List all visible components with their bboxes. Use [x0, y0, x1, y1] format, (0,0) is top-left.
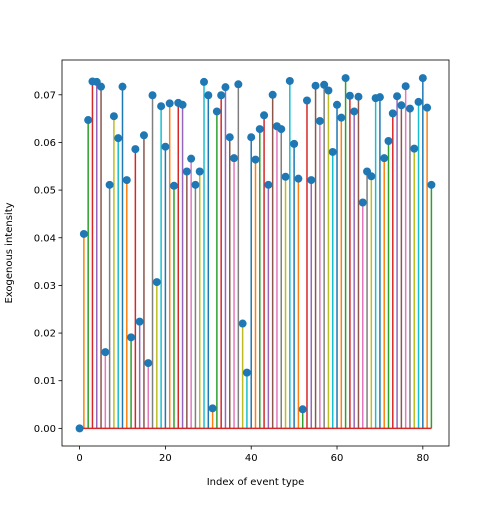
stem-marker [384, 137, 393, 146]
x-tick-label: 0 [76, 453, 82, 464]
stem-marker [118, 82, 127, 91]
stem-marker [101, 348, 110, 357]
stem-marker [182, 167, 191, 176]
stem-marker [251, 155, 260, 164]
axes-frame [61, 59, 450, 447]
stem-marker [401, 82, 410, 91]
stem-marker [84, 116, 93, 125]
stem-marker [144, 359, 153, 368]
y-axis: 0.00 0.01 0.02 0.03 0.04 0.05 0.06 0.07 [34, 90, 62, 435]
stem-marker [397, 101, 406, 110]
y-tick-label: 0.07 [34, 90, 56, 101]
stem-marker [217, 91, 226, 100]
y-tick-label: 0.05 [34, 186, 56, 197]
stem-marker [191, 180, 200, 189]
stem-marker [320, 80, 329, 89]
stem-marker [148, 91, 157, 100]
x-tick-label: 80 [416, 453, 429, 464]
stem-marker [380, 154, 389, 163]
stem-marker [358, 198, 367, 207]
stem-marker [157, 102, 166, 111]
stem-marker [178, 100, 187, 109]
stem-marker [204, 91, 213, 100]
y-tick-label: 0.00 [34, 424, 56, 435]
stem-marker [234, 80, 243, 89]
stem-marker [169, 181, 178, 190]
stem-marker [341, 74, 350, 83]
stem-marker [290, 139, 299, 148]
stem-marker [122, 176, 131, 185]
stem-marker [139, 131, 148, 140]
stem-marker [405, 104, 414, 113]
stem-marker [302, 96, 311, 105]
stem-marker [388, 109, 397, 118]
stem-marker [79, 229, 88, 238]
stem-marker [285, 76, 294, 85]
x-tick-label: 20 [159, 453, 172, 464]
stem-marker [315, 116, 324, 125]
stem-marker [427, 180, 436, 189]
y-tick-label: 0.03 [34, 281, 56, 292]
y-axis-label: Exogenous intensity [4, 202, 15, 303]
stem-marker [375, 93, 384, 102]
stem-marker [221, 83, 230, 92]
y-tick-label: 0.02 [34, 329, 56, 340]
stem-marker [414, 97, 423, 106]
stem-marker [105, 180, 114, 189]
stem-marker [127, 333, 136, 342]
stem-marker [212, 107, 221, 116]
stem-marker [294, 174, 303, 183]
stem-marker [238, 319, 247, 328]
stem-marker [152, 278, 161, 287]
stem-marker [165, 99, 174, 108]
stem-marker [195, 167, 204, 176]
y-tick-label: 0.06 [34, 138, 56, 149]
stem-marker [367, 172, 376, 181]
stem-marker [200, 77, 209, 86]
stem-marker [97, 82, 106, 91]
stem-marker [255, 125, 264, 134]
stem-marker [225, 133, 234, 142]
stem-marker [307, 176, 316, 185]
stem-marker [354, 92, 363, 101]
x-tick-label: 40 [245, 453, 258, 464]
stem-marker [324, 86, 333, 95]
y-tick-label: 0.04 [34, 233, 56, 244]
stem-marker [337, 113, 346, 122]
stem-marker [131, 145, 140, 154]
stem-marker [75, 424, 84, 433]
stem-marker [333, 100, 342, 109]
stem-marker [350, 107, 359, 116]
stem-marker [114, 134, 123, 143]
stem-marker [298, 405, 307, 414]
stem-marker [345, 91, 354, 100]
stem-marker [109, 112, 118, 121]
stem-marker [281, 172, 290, 181]
y-tick-label: 0.01 [34, 376, 56, 387]
stem-marker [268, 90, 277, 99]
stem-marker [135, 317, 144, 326]
stem-marker [423, 103, 432, 112]
stem-marker [328, 147, 337, 156]
plot-area [75, 74, 436, 433]
x-tick-label: 60 [331, 453, 344, 464]
x-axis-label: Index of event type [207, 477, 305, 488]
stem-marker [208, 404, 217, 413]
stem-marker [418, 74, 427, 83]
stem-marker [393, 92, 402, 101]
stem-marker [230, 154, 239, 163]
stem-marker [277, 125, 286, 134]
stem-marker [242, 368, 251, 377]
stem-marker [161, 142, 170, 151]
stem-marker [410, 144, 419, 153]
stem-marker [260, 111, 269, 120]
stem-marker [311, 81, 320, 90]
stem-marker [187, 154, 196, 163]
x-axis: 0 20 40 60 80 [76, 446, 429, 464]
stem-marker [247, 133, 256, 142]
stem-marker [264, 180, 273, 189]
